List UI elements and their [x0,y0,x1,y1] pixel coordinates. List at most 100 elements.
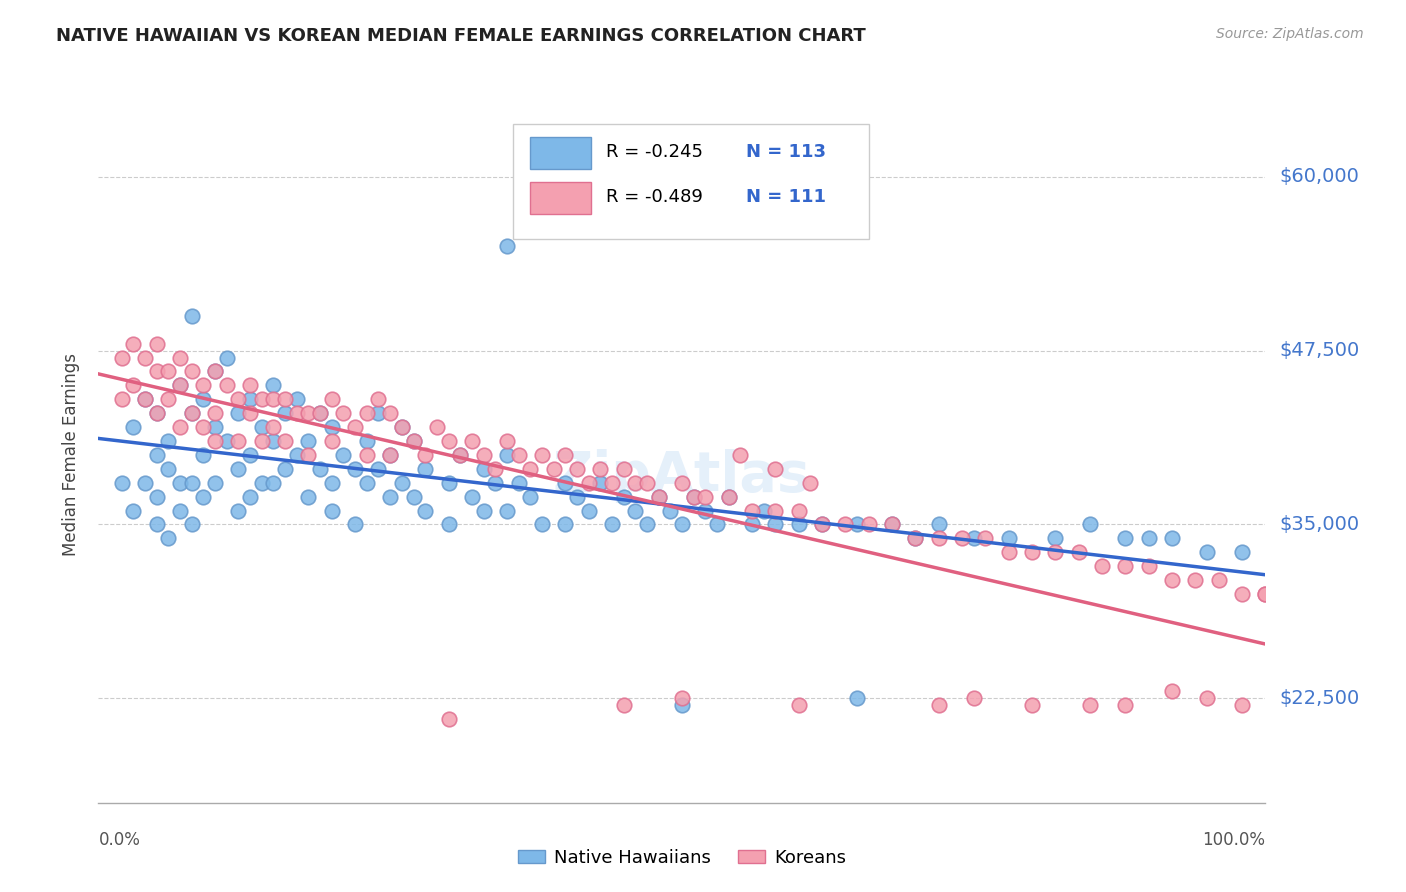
Point [344,517,367,532]
Point [1114,698,1136,713]
Point [589,462,612,476]
Point [169,351,191,365]
Point [1161,573,1184,587]
Point [659,503,682,517]
Point [297,434,319,448]
Point [472,462,495,476]
Point [204,475,226,490]
Point [426,420,449,434]
Point [321,475,343,490]
Point [146,364,169,378]
Point [402,434,425,448]
Point [437,475,460,490]
Point [671,698,693,713]
Point [180,406,202,420]
Point [1021,545,1043,559]
Point [332,406,354,420]
Point [274,392,297,407]
Point [297,406,319,420]
Point [811,517,834,532]
Point [461,434,484,448]
Point [1161,532,1184,546]
Point [763,503,786,517]
Point [519,462,541,476]
Point [612,490,634,504]
Point [904,532,927,546]
Point [122,336,145,351]
Point [134,392,156,407]
Point [169,420,191,434]
Point [950,532,973,546]
Point [1230,587,1253,601]
Point [461,490,484,504]
Legend: Native Hawaiians, Koreans: Native Hawaiians, Koreans [510,841,853,874]
Point [997,532,1019,546]
Point [122,378,145,392]
Point [309,406,332,420]
Point [309,462,332,476]
Point [845,691,868,706]
Point [834,517,856,532]
Point [671,475,693,490]
Point [204,420,226,434]
Point [378,448,402,462]
Point [647,490,669,504]
Text: R = -0.245: R = -0.245 [606,144,703,161]
Point [169,503,191,517]
Point [285,392,308,407]
Point [449,448,471,462]
Text: 100.0%: 100.0% [1202,830,1265,848]
FancyBboxPatch shape [530,182,591,214]
Point [904,532,927,546]
Point [472,448,495,462]
Point [215,351,238,365]
Point [530,517,553,532]
Point [356,406,378,420]
Point [228,503,250,517]
Point [880,517,903,532]
Point [671,691,693,706]
Point [600,475,623,490]
Point [215,378,238,392]
Point [565,490,588,504]
Point [682,490,704,504]
Point [1045,545,1067,559]
Point [519,490,541,504]
Point [554,448,576,462]
Point [193,420,215,434]
Point [134,392,156,407]
Point [146,406,169,420]
Point [111,475,134,490]
Point [180,309,202,323]
Point [250,420,273,434]
Point [367,392,389,407]
Point [1021,698,1043,713]
Point [250,392,273,407]
Point [449,448,471,462]
Point [928,698,950,713]
Point [122,503,145,517]
Point [157,392,180,407]
Point [204,364,226,378]
Point [741,517,763,532]
Point [554,517,576,532]
Point [472,503,495,517]
Point [495,239,517,253]
Point [752,503,775,517]
Point [612,698,634,713]
Point [146,336,169,351]
Point [624,503,647,517]
Point [391,420,413,434]
Point [391,475,413,490]
Point [146,517,169,532]
Point [413,503,436,517]
Point [239,490,262,504]
Point [146,406,169,420]
Point [928,532,950,546]
Point [122,420,145,434]
Point [228,434,250,448]
Point [239,392,262,407]
Point [134,351,156,365]
Point [321,420,343,434]
Point [262,420,284,434]
